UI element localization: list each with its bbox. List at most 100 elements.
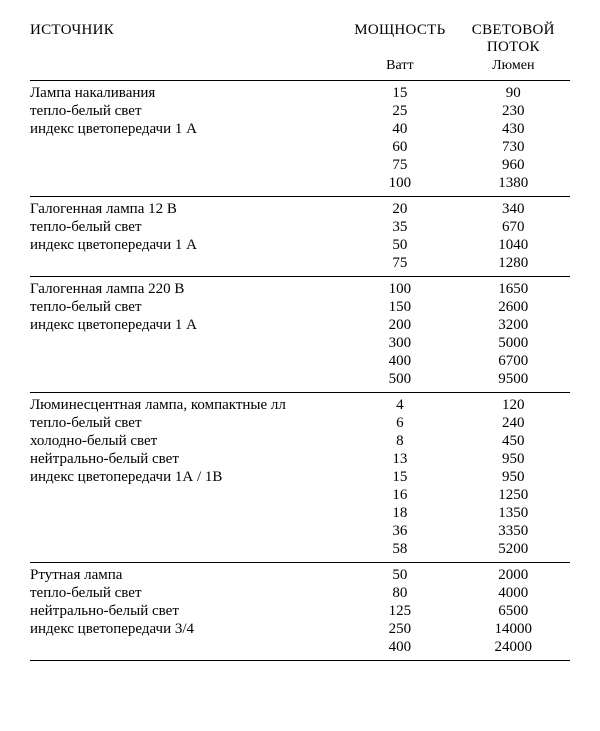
col-header-flux: СВЕТОВОЙ ПОТОК [457,22,570,58]
source-cell [30,254,343,272]
source-cell: холодно-белый свет [30,432,343,450]
source-cell: индекс цветопередачи 1 А [30,236,343,254]
flux-cell: 1650 [457,277,570,298]
table-row: тепло-белый свет35670 [30,218,570,236]
table-body: Лампа накаливания1590тепло-белый свет252… [30,81,570,662]
source-cell: нейтрально-белый свет [30,602,343,620]
power-cell: 80 [343,584,456,602]
table-row: 161250 [30,486,570,504]
table-row: 40024000 [30,638,570,656]
power-cell: 50 [343,563,456,584]
power-cell: 250 [343,620,456,638]
power-cell: 150 [343,298,456,316]
source-cell [30,156,343,174]
flux-cell: 950 [457,450,570,468]
table-row: тепло-белый свет804000 [30,584,570,602]
source-cell: индекс цветопередачи 1 А [30,120,343,138]
source-cell [30,504,343,522]
power-cell: 16 [343,486,456,504]
flux-cell: 24000 [457,638,570,656]
table-row: 751280 [30,254,570,272]
table-row: нейтрально-белый свет1256500 [30,602,570,620]
flux-cell: 5000 [457,334,570,352]
table-row: нейтрально-белый свет13950 [30,450,570,468]
source-cell: нейтрально-белый свет [30,450,343,468]
source-cell: тепло-белый свет [30,298,343,316]
table-row: Галогенная лампа 220 В1001650 [30,277,570,298]
flux-cell: 960 [457,156,570,174]
source-cell: индекс цветопередачи 1А / 1В [30,468,343,486]
source-cell [30,638,343,656]
table-row: 1001380 [30,174,570,192]
source-cell [30,138,343,156]
light-sources-table: ИСТОЧНИК МОЩНОСТЬ СВЕТОВОЙ ПОТОК Ватт Лю… [30,22,570,661]
flux-cell: 950 [457,468,570,486]
flux-cell: 120 [457,393,570,414]
power-cell: 13 [343,450,456,468]
source-cell [30,370,343,388]
flux-cell: 1350 [457,504,570,522]
col-header-power: МОЩНОСТЬ [343,22,456,58]
power-cell: 500 [343,370,456,388]
flux-cell: 90 [457,81,570,102]
table-row: тепло-белый свет25230 [30,102,570,120]
source-cell: индекс цветопередачи 3/4 [30,620,343,638]
flux-cell: 14000 [457,620,570,638]
power-cell: 36 [343,522,456,540]
source-cell [30,522,343,540]
table-row: 3005000 [30,334,570,352]
table-row: 60730 [30,138,570,156]
power-cell: 4 [343,393,456,414]
source-cell: Люминесцентная лампа, компактные лл [30,393,343,414]
table-header-row: ИСТОЧНИК МОЩНОСТЬ СВЕТОВОЙ ПОТОК [30,22,570,58]
flux-cell: 240 [457,414,570,432]
power-cell: 40 [343,120,456,138]
flux-cell: 1280 [457,254,570,272]
power-cell: 15 [343,468,456,486]
power-cell: 20 [343,197,456,218]
source-cell [30,352,343,370]
power-cell: 300 [343,334,456,352]
flux-cell: 2000 [457,563,570,584]
power-cell: 35 [343,218,456,236]
table-row: 75960 [30,156,570,174]
unit-flux: Люмен [457,58,570,81]
source-cell: Ртутная лампа [30,563,343,584]
table-row: тепло-белый свет6240 [30,414,570,432]
col-header-source: ИСТОЧНИК [30,22,343,58]
flux-cell: 430 [457,120,570,138]
divider-row [30,661,570,662]
flux-cell: 730 [457,138,570,156]
table-row: Галогенная лампа 12 В20340 [30,197,570,218]
source-cell: Галогенная лампа 220 В [30,277,343,298]
power-cell: 200 [343,316,456,334]
flux-cell: 3350 [457,522,570,540]
source-cell [30,334,343,352]
table-row: 181350 [30,504,570,522]
power-cell: 75 [343,254,456,272]
table-row: индекс цветопередачи 1А / 1В15950 [30,468,570,486]
power-cell: 75 [343,156,456,174]
table-row: 4006700 [30,352,570,370]
source-cell [30,486,343,504]
source-cell: тепло-белый свет [30,218,343,236]
table-row: Люминесцентная лампа, компактные лл4120 [30,393,570,414]
table-row: тепло-белый свет1502600 [30,298,570,316]
source-cell [30,540,343,558]
flux-cell: 4000 [457,584,570,602]
flux-cell: 6700 [457,352,570,370]
table-row: индекс цветопередачи 3/425014000 [30,620,570,638]
flux-cell: 5200 [457,540,570,558]
flux-cell: 2600 [457,298,570,316]
power-cell: 8 [343,432,456,450]
power-cell: 58 [343,540,456,558]
flux-cell: 230 [457,102,570,120]
flux-cell: 1040 [457,236,570,254]
flux-cell: 6500 [457,602,570,620]
page: ИСТОЧНИК МОЩНОСТЬ СВЕТОВОЙ ПОТОК Ватт Лю… [0,0,600,691]
source-cell: тепло-белый свет [30,584,343,602]
source-cell: индекс цветопередачи 1 А [30,316,343,334]
power-cell: 100 [343,277,456,298]
power-cell: 60 [343,138,456,156]
table-row: индекс цветопередачи 1 А2003200 [30,316,570,334]
